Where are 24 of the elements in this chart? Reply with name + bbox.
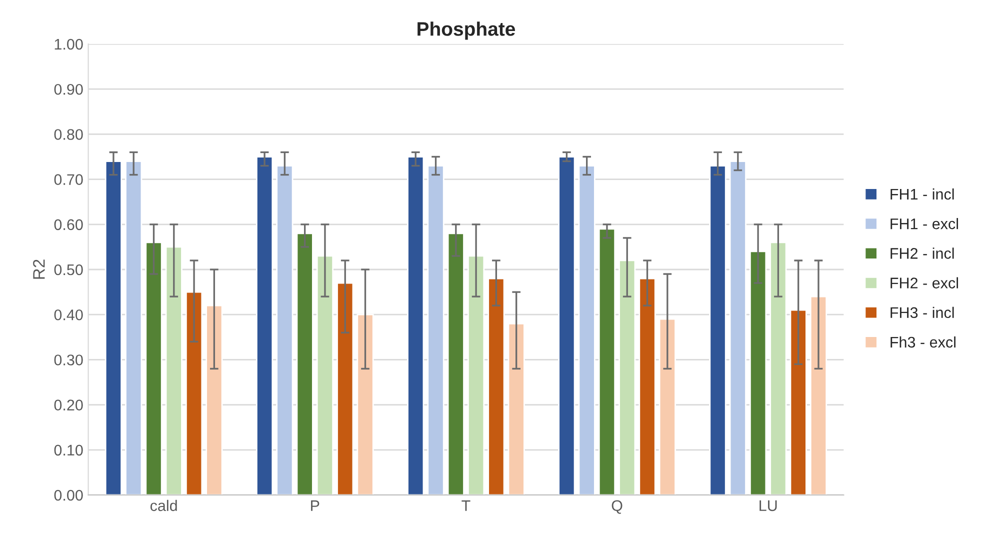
chart-title: Phosphate [418,22,516,40]
x-tick-label: P [311,500,320,511]
legend-label: FH3 - incl [890,306,954,318]
y-tick-label: 0.30 [54,354,83,366]
y-tick-label: 0.80 [54,129,83,140]
x-tick-label: cald [150,500,177,512]
x-tick-label: Q [612,500,622,514]
legend-label: FH2 - excl [890,277,958,288]
y-tick-label: 1.00 [54,38,83,50]
y-tick-label: 0.70 [54,174,83,185]
y-axis-title: R2 [33,260,45,279]
y-tick-label: 0.90 [54,84,83,95]
y-tick-label: 0.50 [54,264,83,276]
legend-label: Fh3 - excl [890,336,956,348]
legend-label: FH1 - incl [890,188,954,200]
y-tick-label: 0.20 [54,400,83,410]
y-tick-label: 0.60 [54,219,83,230]
y-tick-label: 0.00 [54,490,83,501]
x-tick-label: LU [760,500,777,512]
y-tick-label: 0.10 [54,444,83,456]
x-tick-label: T [462,500,470,511]
legend-label: FH2 - incl [890,248,954,259]
y-tick-label: 0.40 [54,309,83,320]
legend-label: FH1 - excl [890,218,958,230]
